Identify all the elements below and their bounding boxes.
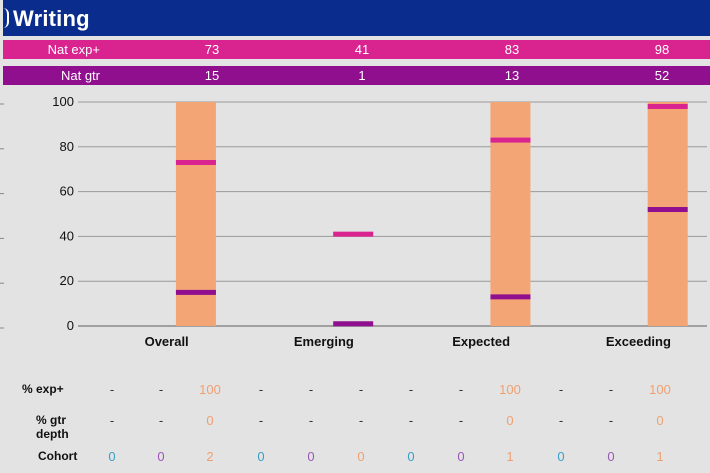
table-cell: 0 [307,449,315,464]
nat-exp-marker [175,159,216,165]
table-cell: - [258,382,264,397]
nat-gtr-value: 52 [654,68,670,83]
x-tick-label: Emerging [294,334,354,349]
table-cell: - [109,382,115,397]
table-cell: 0 [557,449,565,464]
nat-exp-marker [333,231,374,237]
table-cell: - [308,382,314,397]
x-tick-label: Expected [452,334,510,349]
nat-exp-marker [490,137,531,143]
row-label-exp: % exp+ [22,382,64,396]
table-cell: 0 [357,449,365,464]
bar [490,102,531,326]
table-cell: 0 [506,413,514,428]
nat-exp-value: 73 [204,42,220,57]
table-cell: - [408,382,414,397]
table-cell: - [358,413,364,428]
table-cell: 0 [457,449,465,464]
nat-gtr-marker [333,321,374,327]
nat-exp-label: Nat exp+ [47,42,100,57]
bar-chart: 0 20 40 60 80 100 Overall Emerging Expected Excee… [0,94,707,349]
nat-exp-strip: Nat exp+ 73 41 83 98 [3,40,710,59]
y-tick-label: 40 [60,228,74,243]
y-tick-label: 100 [52,94,74,109]
table-cell: - [358,382,364,397]
nat-gtr-value: 15 [204,68,220,83]
table-cell: - [458,382,464,397]
bar [647,102,688,326]
table-cell: - [158,382,164,397]
table-cell: 100 [649,382,671,397]
row-label-gtr-depth: % gtr depth [36,413,69,441]
table-cell: - [109,413,115,428]
nat-gtr-strip: Nat gtr 15 1 13 52 [3,66,710,85]
nat-gtr-value: 1 [358,68,366,83]
nat-gtr-marker [490,294,531,300]
table-cell: 0 [108,449,116,464]
table-cell: 0 [257,449,265,464]
y-tick-label: 80 [60,139,74,154]
table-cell: - [158,413,164,428]
table-cell: 0 [157,449,165,464]
nat-exp-value: 83 [504,42,520,57]
table-cell: - [558,413,564,428]
table-cell: 1 [656,449,664,464]
y-tick-label: 0 [67,318,74,333]
table-cell: 100 [499,382,521,397]
table-cell: - [558,382,564,397]
table-cell: 0 [607,449,615,464]
x-tick-label: Exceeding [606,334,671,349]
table-cell: 0 [407,449,415,464]
page-title: Writing [13,6,90,31]
nat-gtr-marker [647,207,688,213]
nat-gtr-value: 13 [504,68,520,83]
table-cell: - [608,413,614,428]
y-tick-label: 20 [60,273,74,288]
table-cell: - [308,413,314,428]
bar [175,102,216,326]
panel-edge-decoration [3,8,9,28]
nat-gtr-marker [175,289,216,295]
table-cell: 0 [656,413,664,428]
y-tick-label: 60 [60,184,74,199]
table-cell: - [258,413,264,428]
table-cell: 1 [506,449,514,464]
table-cell: 100 [199,382,221,397]
table-cell: - [458,413,464,428]
row-label-cohort: Cohort [38,449,78,463]
table-cell: - [408,413,414,428]
nat-exp-marker [647,103,688,109]
nat-gtr-label: Nat gtr [60,68,100,83]
x-tick-label: Overall [145,334,189,349]
nat-exp-value: 41 [354,42,370,57]
table-cell: 0 [206,413,214,428]
nat-exp-value: 98 [654,42,670,57]
table-cell: 2 [206,449,214,464]
title-bar: Writing [3,0,710,36]
table-cell: - [608,382,614,397]
